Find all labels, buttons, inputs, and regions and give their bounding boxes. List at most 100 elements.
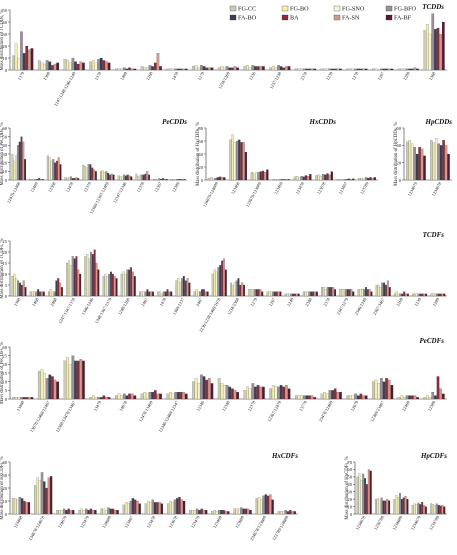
bar-fa-sn-2 <box>79 359 83 400</box>
bar-fg-sno-0 <box>411 143 414 181</box>
bar-fg-cc-3 <box>89 61 92 71</box>
bar-fg-cc-2 <box>47 291 50 297</box>
bar-fa-bf-7 <box>373 177 376 181</box>
bar-fa-bf-0 <box>369 470 372 515</box>
x-tick-label: 12346/12469/12347 <box>157 399 179 433</box>
bar-fa-bo-1 <box>439 145 443 181</box>
bar-ba-2 <box>76 63 80 71</box>
bar-ba-22 <box>421 293 424 297</box>
bar-fa-bo-8 <box>160 179 163 181</box>
bar-ba-0 <box>20 136 23 181</box>
bar-fg-bo-5 <box>143 67 147 71</box>
bar-fa-bf-13 <box>261 291 264 297</box>
bar-fa-bo-9 <box>178 179 180 181</box>
bar-fa-sn-10 <box>285 385 288 400</box>
bar-ba-2 <box>402 497 405 515</box>
bar-fa-sn-12 <box>241 282 244 297</box>
bar-ba-1 <box>442 140 445 181</box>
bar-fg-bfo-17 <box>326 287 329 297</box>
bar-fa-bf-8 <box>205 510 208 515</box>
y-tick-label: 10 <box>2 56 7 61</box>
bar-fa-bo-5 <box>110 271 112 297</box>
bar-fa-bf-6 <box>133 276 136 297</box>
bar-fg-sno-4 <box>433 505 436 515</box>
bar-fg-cc-14 <box>372 68 375 71</box>
bar-fg-sno-1 <box>33 291 36 297</box>
bar-fg-sno-13 <box>351 395 355 400</box>
bar-fg-cc-9 <box>243 390 247 400</box>
bar-fg-sno-22 <box>415 293 418 297</box>
y-tick-label: 0 <box>5 397 8 402</box>
bar-fg-bfo-10 <box>199 291 202 297</box>
bar-fg-bfo-4 <box>122 67 126 71</box>
bar-ba-1 <box>51 65 54 71</box>
bar-fa-bf-10 <box>206 291 209 297</box>
bar-fa-bf-12 <box>243 284 245 297</box>
bar-fg-cc-15 <box>284 293 287 297</box>
x-tick-label: 12369/12367/12489 <box>89 180 110 214</box>
bar-fa-bf-0 <box>24 287 27 297</box>
bar-fg-cc-3 <box>78 510 81 515</box>
bar-fg-cc-14 <box>372 381 375 400</box>
bar-fg-bfo-12 <box>235 280 238 297</box>
bar-fa-bo-5 <box>107 172 110 181</box>
bar-fg-bfo-3 <box>278 179 282 181</box>
bar-ba-2 <box>55 160 58 181</box>
bar-fg-cc-10 <box>193 291 196 297</box>
bar-fa-bf-6 <box>184 68 188 71</box>
bar-fg-cc-1 <box>29 291 32 297</box>
x-tick-label: 1234/2368 <box>226 296 240 315</box>
bar-fg-bo-15 <box>400 68 404 71</box>
bar-fa-bf-15 <box>416 397 419 400</box>
bar-fa-sn-4 <box>130 393 134 400</box>
bar-fa-bf-14 <box>390 68 394 71</box>
bar-fg-bfo-1 <box>35 291 38 297</box>
bar-fa-bf-2 <box>61 287 63 297</box>
bar-fa-bf-10 <box>287 66 291 71</box>
bar-fg-cc-3 <box>89 397 92 400</box>
bar-ba-20 <box>385 284 387 297</box>
bar-fa-sn-3 <box>423 505 425 515</box>
bar-fg-cc-10 <box>233 508 236 515</box>
bar-fa-sn-3 <box>105 397 108 400</box>
bar-ba-1 <box>384 500 387 515</box>
bar-fa-bo-2 <box>74 360 77 400</box>
bar-fg-sno-19 <box>361 289 364 297</box>
bar-fa-sn-3 <box>285 179 288 181</box>
bar-fa-bf-0 <box>223 177 226 181</box>
bar-fg-bfo-0 <box>362 473 365 515</box>
x-tick-label: 134678/124678 <box>27 514 46 541</box>
bar-fg-cc-3 <box>64 177 67 181</box>
bar-ba-0 <box>25 45 29 71</box>
y-axis-label: Mass distribution of TCDFs, % <box>0 238 5 298</box>
bar-fg-cc-5 <box>122 504 125 515</box>
bar-ba-18 <box>348 289 351 297</box>
bar-fg-bo-14 <box>268 291 271 297</box>
bar-fg-cc-6 <box>120 273 123 297</box>
bar-fa-bo-12 <box>237 278 240 297</box>
bar-fg-bo-16 <box>304 291 307 297</box>
y-tick-label: 60 <box>198 139 203 144</box>
legend-swatch-fg-bfo <box>385 5 393 12</box>
bar-fg-bo-1 <box>432 142 436 181</box>
bar-fa-bo-4 <box>125 395 129 400</box>
bar-fg-cc-6 <box>166 393 170 400</box>
bar-fa-sn-13 <box>362 395 365 400</box>
bar-fg-bo-1 <box>40 369 44 400</box>
bar-fg-bo-0 <box>408 140 412 181</box>
x-tick-label: 13479 <box>93 399 103 412</box>
y-tick-label: 20 <box>2 486 7 491</box>
x-tick-label: 1369/1237 <box>172 296 186 315</box>
y-tick-label: 5 <box>5 388 8 393</box>
x-tick-label: 1234789 <box>428 514 440 531</box>
bar-fa-sn-7 <box>180 499 183 515</box>
bar-fa-bo-0 <box>18 141 21 181</box>
bar-fa-bf-4 <box>95 171 97 181</box>
bar-fg-bo-5 <box>143 391 147 400</box>
bar-fg-bo-2 <box>66 60 69 71</box>
bar-fa-sn-11 <box>310 68 314 71</box>
bar-fg-bfo-16 <box>431 13 435 71</box>
bar-fa-sn-16 <box>314 291 316 297</box>
bar-fa-bf-21 <box>407 293 409 297</box>
bar-fg-sno-6 <box>171 393 175 400</box>
